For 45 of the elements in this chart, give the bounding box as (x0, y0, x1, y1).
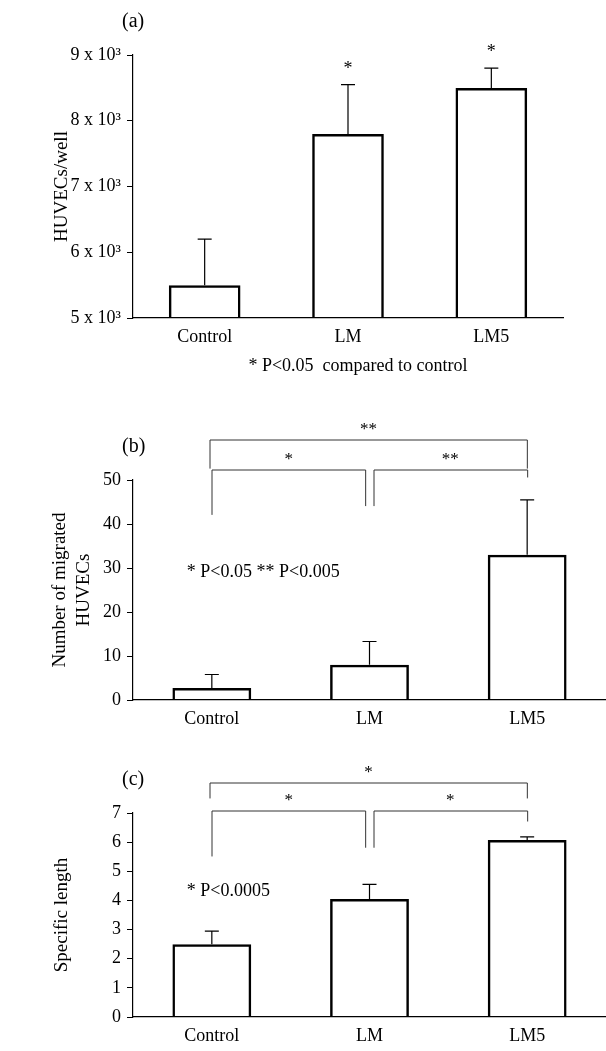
x-tick-label: Control (184, 1024, 240, 1045)
y-tick-label: 50 (103, 468, 121, 489)
chart-title: (a) (122, 9, 145, 32)
y-tick-label: 9 x 10³ (70, 43, 122, 64)
x-tick-label: LM5 (509, 1024, 546, 1045)
y-tick-label: 2 (112, 947, 121, 968)
chart-title: (b) (122, 434, 146, 457)
x-tick-label: LM (356, 1024, 383, 1045)
y-tick-label: 3 (112, 918, 121, 939)
text: * P<0.05 compared to control (248, 354, 468, 375)
y-tick-label: 5 (112, 860, 121, 881)
text: * (364, 761, 373, 781)
annotation: * P<0.0005 (186, 880, 271, 901)
annotation: * P<0.05 ** P<0.005 (186, 561, 340, 582)
y-tick-label: 0 (112, 688, 121, 709)
x-tick-label: Control (177, 325, 233, 346)
y-tick-label: 7 (112, 801, 121, 822)
y-tick-label: 5 x 10³ (70, 306, 122, 327)
x-tick-label: LM (356, 707, 383, 728)
x-tick-label: LM5 (509, 707, 546, 728)
y-tick-label: 4 (112, 889, 121, 910)
y-axis-title: Specific length (49, 857, 71, 973)
y-tick-label: 10 (103, 644, 121, 665)
y-tick-label: 0 (112, 1005, 121, 1026)
y-axis-title: Number of migrated HUVECs (47, 511, 93, 668)
x-tick-label: LM5 (473, 325, 510, 346)
y-axis-title: HUVECs/well (49, 131, 71, 242)
text: ** (360, 419, 377, 439)
y-tick-label: 40 (103, 512, 121, 533)
y-tick-label: 6 x 10³ (70, 240, 122, 261)
y-tick-label: 6 (112, 830, 121, 851)
annotation: * (486, 41, 496, 62)
y-tick-label: 7 x 10³ (70, 175, 122, 196)
chart-title: (c) (122, 767, 145, 790)
y-tick-label: 1 (112, 976, 121, 997)
y-tick-label: 20 (103, 600, 121, 621)
annotation: * (343, 57, 353, 78)
y-tick-label: 30 (103, 556, 121, 577)
text: * (284, 790, 293, 810)
y-tick-label: 8 x 10³ (70, 109, 122, 130)
x-tick-label: Control (184, 707, 240, 728)
text: * (284, 449, 293, 469)
x-tick-label: LM (334, 325, 362, 346)
text: ** (441, 449, 459, 469)
text: * (446, 790, 455, 810)
